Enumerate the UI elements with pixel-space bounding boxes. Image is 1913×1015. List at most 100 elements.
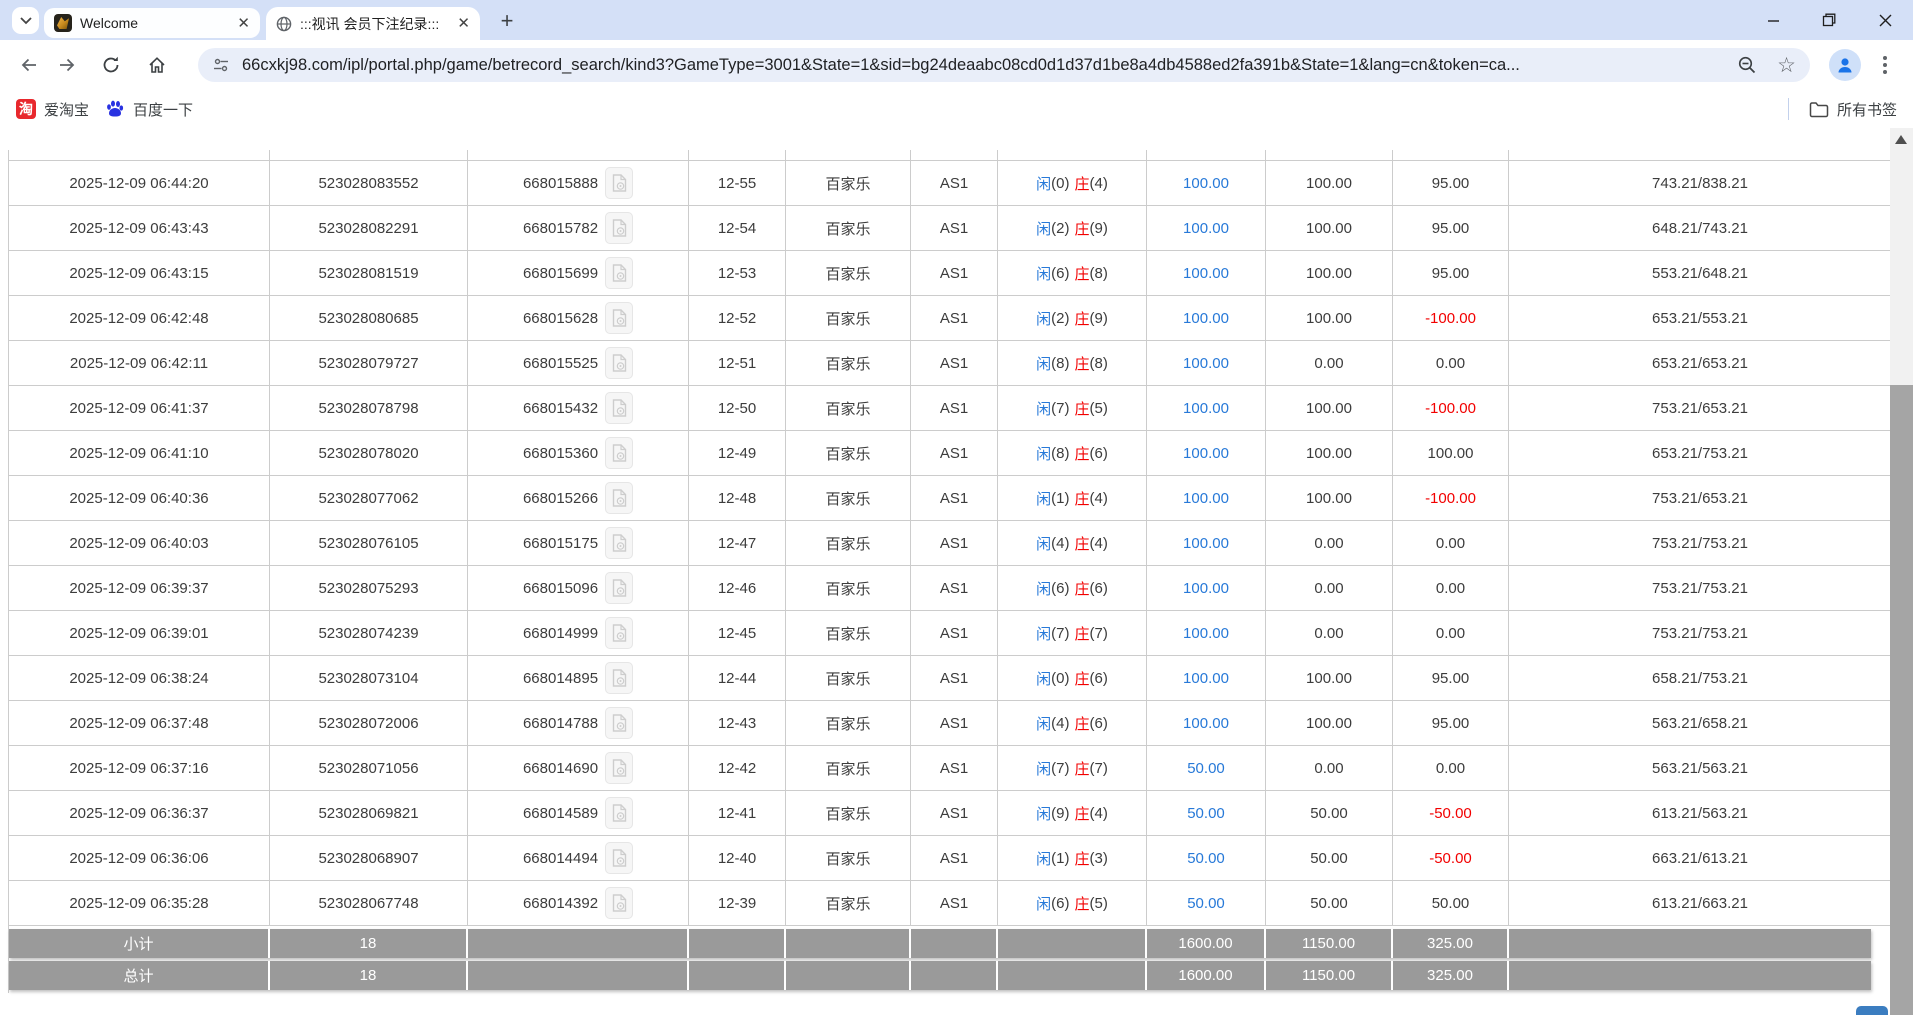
video-icon[interactable]: [605, 392, 634, 424]
scroll-up-icon[interactable]: [1895, 135, 1907, 144]
table-number: 12-48: [689, 476, 786, 520]
video-icon[interactable]: [605, 167, 634, 199]
video-icon[interactable]: [605, 662, 634, 694]
video-icon[interactable]: [605, 707, 634, 739]
bet-amount[interactable]: 100.00: [1147, 206, 1266, 250]
video-icon[interactable]: [605, 347, 634, 379]
tab-betrecord[interactable]: :::视讯 会员下注纪录::: ✕: [266, 7, 480, 40]
bet-amount[interactable]: 100.00: [1147, 521, 1266, 565]
close-tab-icon[interactable]: ✕: [237, 14, 250, 32]
url-text[interactable]: 66cxkj98.com/ipl/portal.php/game/betreco…: [242, 55, 1520, 74]
back-to-top-button[interactable]: [1856, 1006, 1888, 1015]
scrollbar-thumb[interactable]: [1890, 385, 1913, 1015]
bet-amount[interactable]: 100.00: [1147, 656, 1266, 700]
video-icon[interactable]: [605, 257, 634, 289]
video-icon[interactable]: [605, 482, 634, 514]
banker-label: 庄: [1074, 850, 1090, 868]
player-points: (1): [1051, 489, 1070, 507]
bookmarks-divider: [1787, 98, 1789, 120]
banker-points: (8): [1089, 264, 1108, 282]
account-id: AS1: [911, 296, 998, 340]
video-icon[interactable]: [605, 887, 634, 919]
video-icon[interactable]: [605, 302, 634, 334]
all-bookmarks[interactable]: 所有书签: [1787, 98, 1897, 120]
win-loss: 95.00: [1393, 251, 1509, 295]
reload-button[interactable]: [94, 48, 128, 82]
tab-search-button[interactable]: [12, 7, 39, 34]
bet-amount[interactable]: 50.00: [1147, 836, 1266, 880]
footer-empty-cell: [911, 929, 998, 958]
page-scrollbar[interactable]: [1890, 128, 1913, 1015]
profile-avatar[interactable]: [1829, 49, 1861, 81]
player-points: (7): [1051, 624, 1070, 642]
bet-record-row: 2025-12-09 06:38:24 523028073104 6680148…: [9, 656, 1892, 701]
tab-welcome[interactable]: Welcome ✕: [44, 8, 260, 38]
footer-empty-cell: [468, 929, 689, 958]
bet-amount[interactable]: 100.00: [1147, 476, 1266, 520]
balance-before-after: 753.21/653.21: [1509, 476, 1892, 520]
home-button[interactable]: [140, 48, 174, 82]
back-button[interactable]: [12, 48, 46, 82]
bookmark-star-icon[interactable]: ☆: [1777, 53, 1796, 77]
game-name: 百家乐: [786, 746, 911, 790]
close-tab-icon[interactable]: ✕: [457, 15, 470, 32]
bet-amount[interactable]: 100.00: [1147, 251, 1266, 295]
site-settings-icon[interactable]: [212, 56, 230, 74]
new-tab-button[interactable]: +: [500, 8, 514, 33]
bet-amount[interactable]: 50.00: [1147, 881, 1266, 925]
video-icon[interactable]: [605, 212, 634, 244]
balance-before-after: 563.21/658.21: [1509, 701, 1892, 745]
browser-menu-button[interactable]: [1869, 49, 1901, 81]
bet-amount[interactable]: 100.00: [1147, 701, 1266, 745]
player-label: 闲: [1036, 715, 1052, 733]
table-number: 12-41: [689, 791, 786, 835]
video-icon[interactable]: [605, 437, 634, 469]
bet-record-row: 2025-12-09 06:39:37 523028075293 6680150…: [9, 566, 1892, 611]
bet-amount[interactable]: 100.00: [1147, 341, 1266, 385]
account-id: AS1: [911, 341, 998, 385]
address-bar[interactable]: 66cxkj98.com/ipl/portal.php/game/betreco…: [198, 48, 1810, 82]
valid-amount: 0.00: [1266, 611, 1393, 655]
bookmark-taobao[interactable]: 淘 爱淘宝: [16, 99, 89, 120]
footer-empty-cell: [689, 929, 786, 958]
game-number: 668015628: [522, 309, 599, 327]
bet-amount[interactable]: 50.00: [1147, 746, 1266, 790]
banker-points: (6): [1089, 714, 1108, 732]
bet-amount[interactable]: 100.00: [1147, 386, 1266, 430]
bet-amount[interactable]: 100.00: [1147, 611, 1266, 655]
bet-amount[interactable]: 100.00: [1147, 431, 1266, 475]
zoom-out-icon[interactable]: [1737, 55, 1757, 75]
bet-time: 2025-12-09 06:36:37: [9, 791, 270, 835]
bet-amount[interactable]: 50.00: [1147, 791, 1266, 835]
bet-amount[interactable]: 100.00: [1147, 566, 1266, 610]
bet-amount[interactable]: 100.00: [1147, 296, 1266, 340]
bookmark-baidu[interactable]: 百度一下: [105, 99, 193, 120]
bet-amount[interactable]: 100.00: [1147, 161, 1266, 205]
bet-time: 2025-12-09 06:40:03: [9, 521, 270, 565]
close-window-button[interactable]: [1857, 0, 1913, 40]
bookmarks-bar: 淘 爱淘宝 百度一下 所有书签: [0, 90, 1913, 128]
player-label: 闲: [1036, 310, 1052, 328]
game-name: 百家乐: [786, 206, 911, 250]
restore-button[interactable]: [1801, 0, 1857, 40]
video-icon[interactable]: [605, 617, 634, 649]
video-icon[interactable]: [605, 527, 634, 559]
bet-record-row: 2025-12-09 06:40:03 523028076105 6680151…: [9, 521, 1892, 566]
video-icon[interactable]: [605, 752, 634, 784]
home-icon: [149, 57, 165, 73]
subtotal-label: 小计: [9, 929, 270, 958]
baidu-paw-icon: [105, 99, 125, 119]
table-body: 2025-12-09 06:44:20 523028083552 6680158…: [9, 161, 1892, 926]
game-name: 百家乐: [786, 341, 911, 385]
account-id: AS1: [911, 206, 998, 250]
forward-button[interactable]: [50, 48, 84, 82]
minimize-button[interactable]: [1745, 0, 1801, 40]
valid-amount: 50.00: [1266, 836, 1393, 880]
video-icon[interactable]: [605, 572, 634, 604]
win-loss: 95.00: [1393, 161, 1509, 205]
account-id: AS1: [911, 566, 998, 610]
game-name: 百家乐: [786, 656, 911, 700]
total-win: 325.00: [1393, 961, 1509, 990]
video-icon[interactable]: [605, 797, 634, 829]
video-icon[interactable]: [605, 842, 634, 874]
